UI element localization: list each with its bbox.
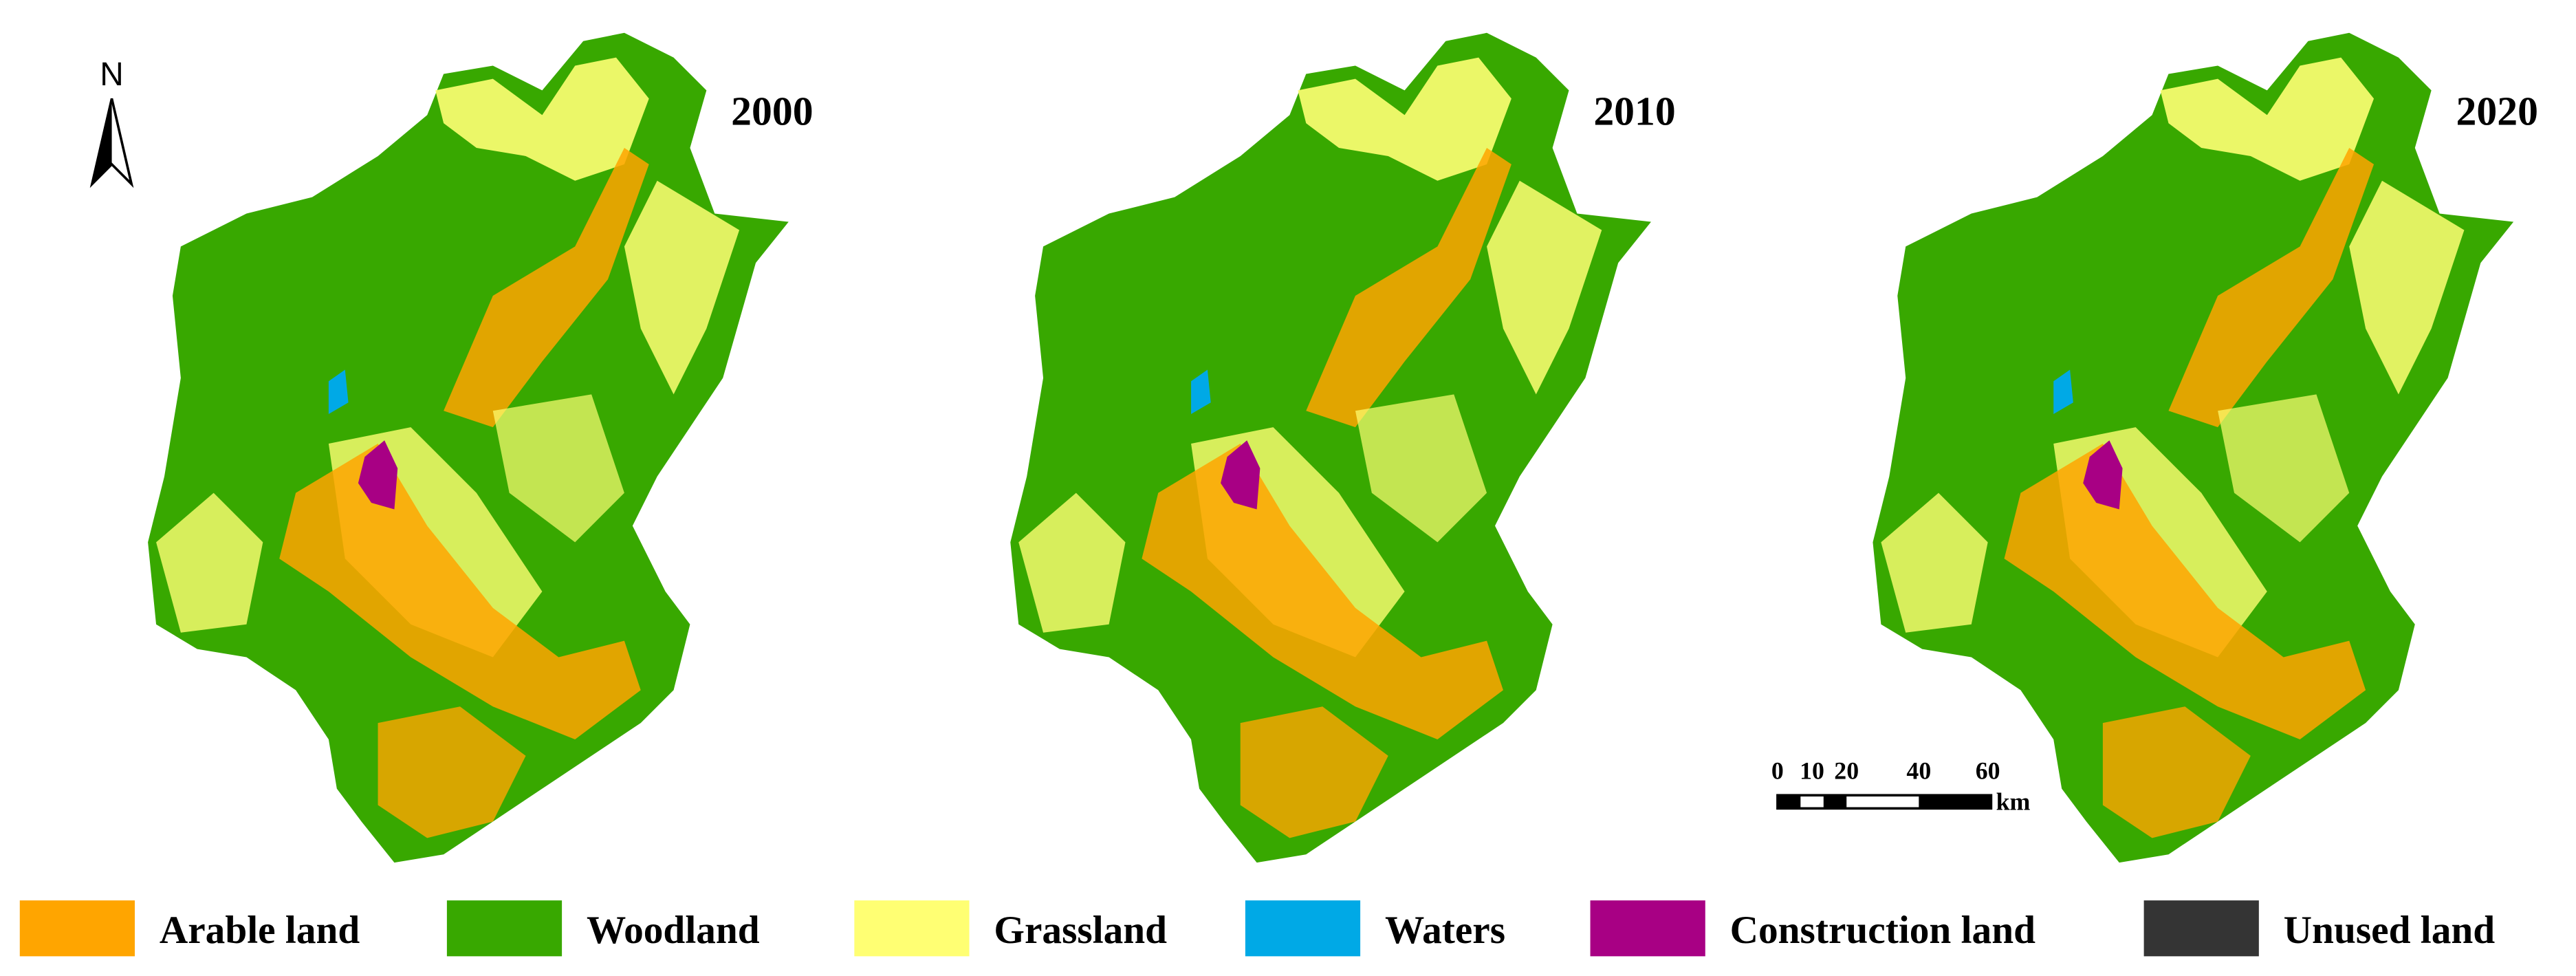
- legend-label: Arable land: [160, 909, 360, 952]
- year-label: 2000: [731, 89, 813, 134]
- legend-label: Woodland: [587, 909, 760, 952]
- maps: 2000 2010 2020: [148, 32, 2538, 863]
- north-label: N: [100, 56, 124, 93]
- scale-unit: km: [1996, 788, 2031, 816]
- land-use-map: [1010, 32, 1651, 863]
- map-panel: 2000: [148, 32, 814, 863]
- legend-swatch: [19, 900, 135, 957]
- legend-label: Grassland: [994, 909, 1167, 952]
- legend-label: Unused land: [2284, 909, 2496, 952]
- legend-swatch: [1245, 900, 1361, 957]
- map-panel: 2010: [1010, 32, 1676, 863]
- land-use-map: [148, 32, 789, 863]
- legend-label: Construction land: [1730, 909, 2035, 952]
- north-arrow: N: [91, 56, 133, 186]
- legend-swatch: [854, 900, 970, 957]
- scale-tick-label: 40: [1906, 757, 1931, 784]
- map-panel: 2020: [1873, 32, 2538, 863]
- scale-tick-label: 20: [1834, 757, 1859, 784]
- legend-swatch: [2143, 900, 2259, 957]
- scale-tick-label: 10: [1800, 757, 1824, 784]
- scale-bar: 0 10 20 40 60 km: [1771, 757, 2031, 815]
- legend-swatch: [1590, 900, 1705, 957]
- year-label: 2020: [2456, 89, 2538, 134]
- legend-label: Waters: [1385, 909, 1505, 952]
- legend: Arable land Woodland Grassland Waters Constr…: [19, 900, 2496, 957]
- land-use-map: [1873, 32, 2514, 863]
- scale-tick-label: 0: [1771, 757, 1784, 784]
- scale-tick-label: 60: [1976, 757, 2000, 784]
- year-label: 2010: [1593, 89, 1675, 134]
- legend-swatch: [446, 900, 563, 957]
